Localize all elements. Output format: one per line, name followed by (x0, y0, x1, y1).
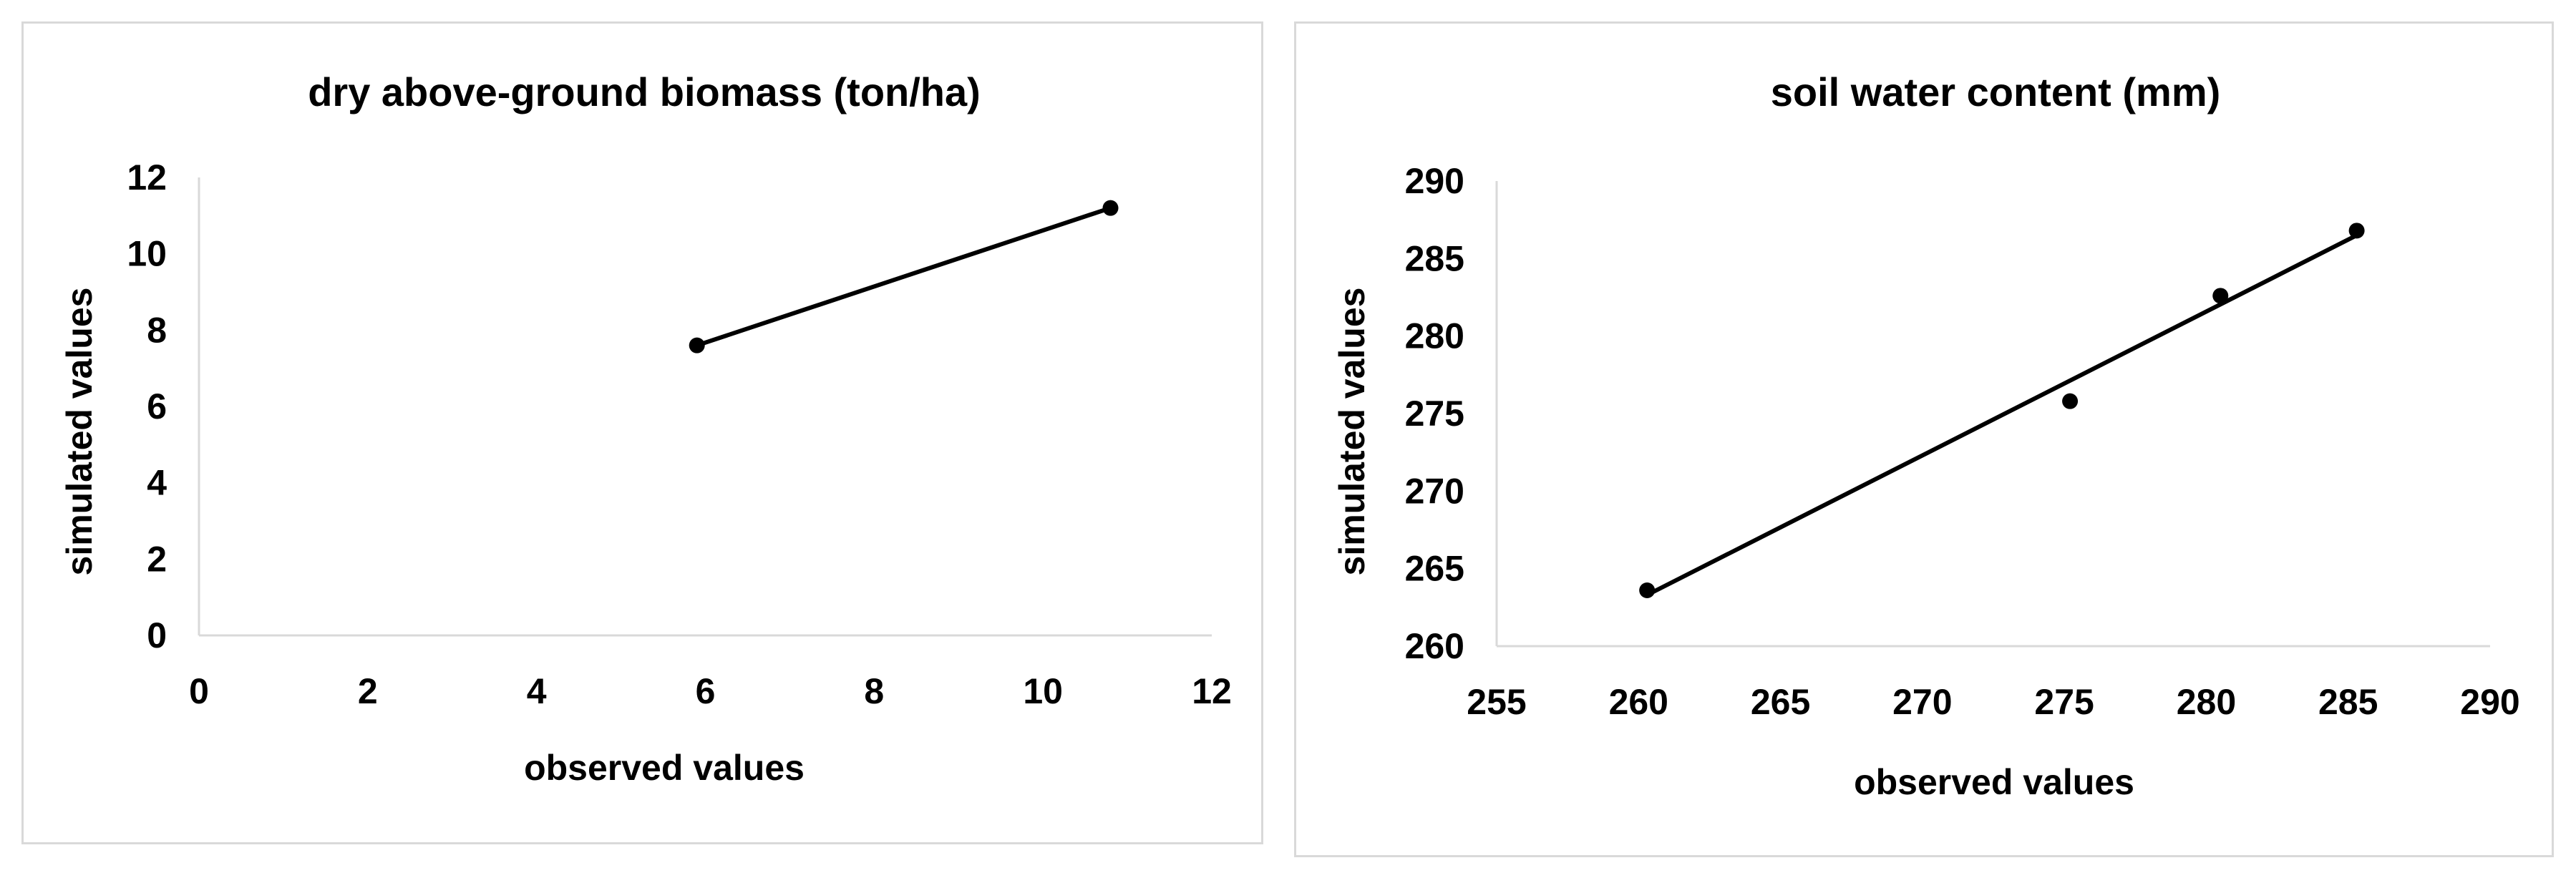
y-tick-label: 270 (1405, 471, 1464, 511)
y-tick-label: 265 (1405, 549, 1464, 589)
chart-biomass: dry above-ground biomass (ton/ha) observ… (59, 69, 1232, 788)
y-tick-label: 6 (147, 386, 167, 426)
data-point (689, 337, 705, 353)
y-axis-label: simulated values (1332, 288, 1372, 576)
x-tick-label: 12 (1192, 671, 1232, 711)
trend-line (1646, 233, 2358, 597)
x-tick-label: 0 (189, 671, 209, 711)
y-tick-label: 260 (1405, 626, 1464, 666)
x-axis-label: observed values (524, 748, 805, 788)
data-point (1102, 200, 1119, 216)
x-tick-label: 8 (864, 671, 884, 711)
data-point (1639, 582, 1656, 598)
y-tick-label: 0 (147, 615, 167, 655)
y-tick-label: 285 (1405, 238, 1464, 278)
y-tick-label: 275 (1405, 394, 1464, 434)
data-point (2062, 393, 2079, 409)
chart-panel-soil-water: soil water content (mm) observed values … (1294, 21, 2554, 857)
chart-title: soil water content (mm) (1771, 69, 2221, 114)
x-tick-label: 4 (527, 671, 547, 711)
y-tick-label: 2 (147, 539, 167, 579)
x-tick-label: 260 (1609, 682, 1668, 722)
y-tick-label: 10 (127, 234, 167, 274)
x-axis-label: observed values (1854, 762, 2134, 802)
x-tick-label: 275 (2034, 682, 2094, 722)
x-tick-label: 6 (696, 671, 716, 711)
y-tick-label: 280 (1405, 316, 1464, 356)
x-tick-label: 270 (1892, 682, 1952, 722)
x-tick-label: 265 (1751, 682, 1810, 722)
x-tick-label: 285 (2318, 682, 2378, 722)
chart-panel-biomass: dry above-ground biomass (ton/ha) observ… (21, 21, 1263, 844)
y-tick-label: 12 (127, 157, 167, 197)
y-tick-label: 4 (147, 463, 167, 503)
chart-soil-water: soil water content (mm) observed values … (1332, 69, 2520, 802)
trend-line (696, 205, 1112, 348)
chart-title: dry above-ground biomass (ton/ha) (308, 69, 981, 114)
data-point (2212, 288, 2229, 304)
x-tick-label: 10 (1023, 671, 1063, 711)
y-tick-label: 8 (147, 310, 167, 350)
data-point (2348, 223, 2365, 239)
y-axis-label: simulated values (59, 288, 99, 576)
x-tick-label: 255 (1467, 682, 1526, 722)
x-tick-label: 2 (358, 671, 378, 711)
x-tick-label: 280 (2177, 682, 2236, 722)
x-tick-label: 290 (2460, 682, 2519, 722)
y-tick-label: 290 (1405, 161, 1464, 201)
